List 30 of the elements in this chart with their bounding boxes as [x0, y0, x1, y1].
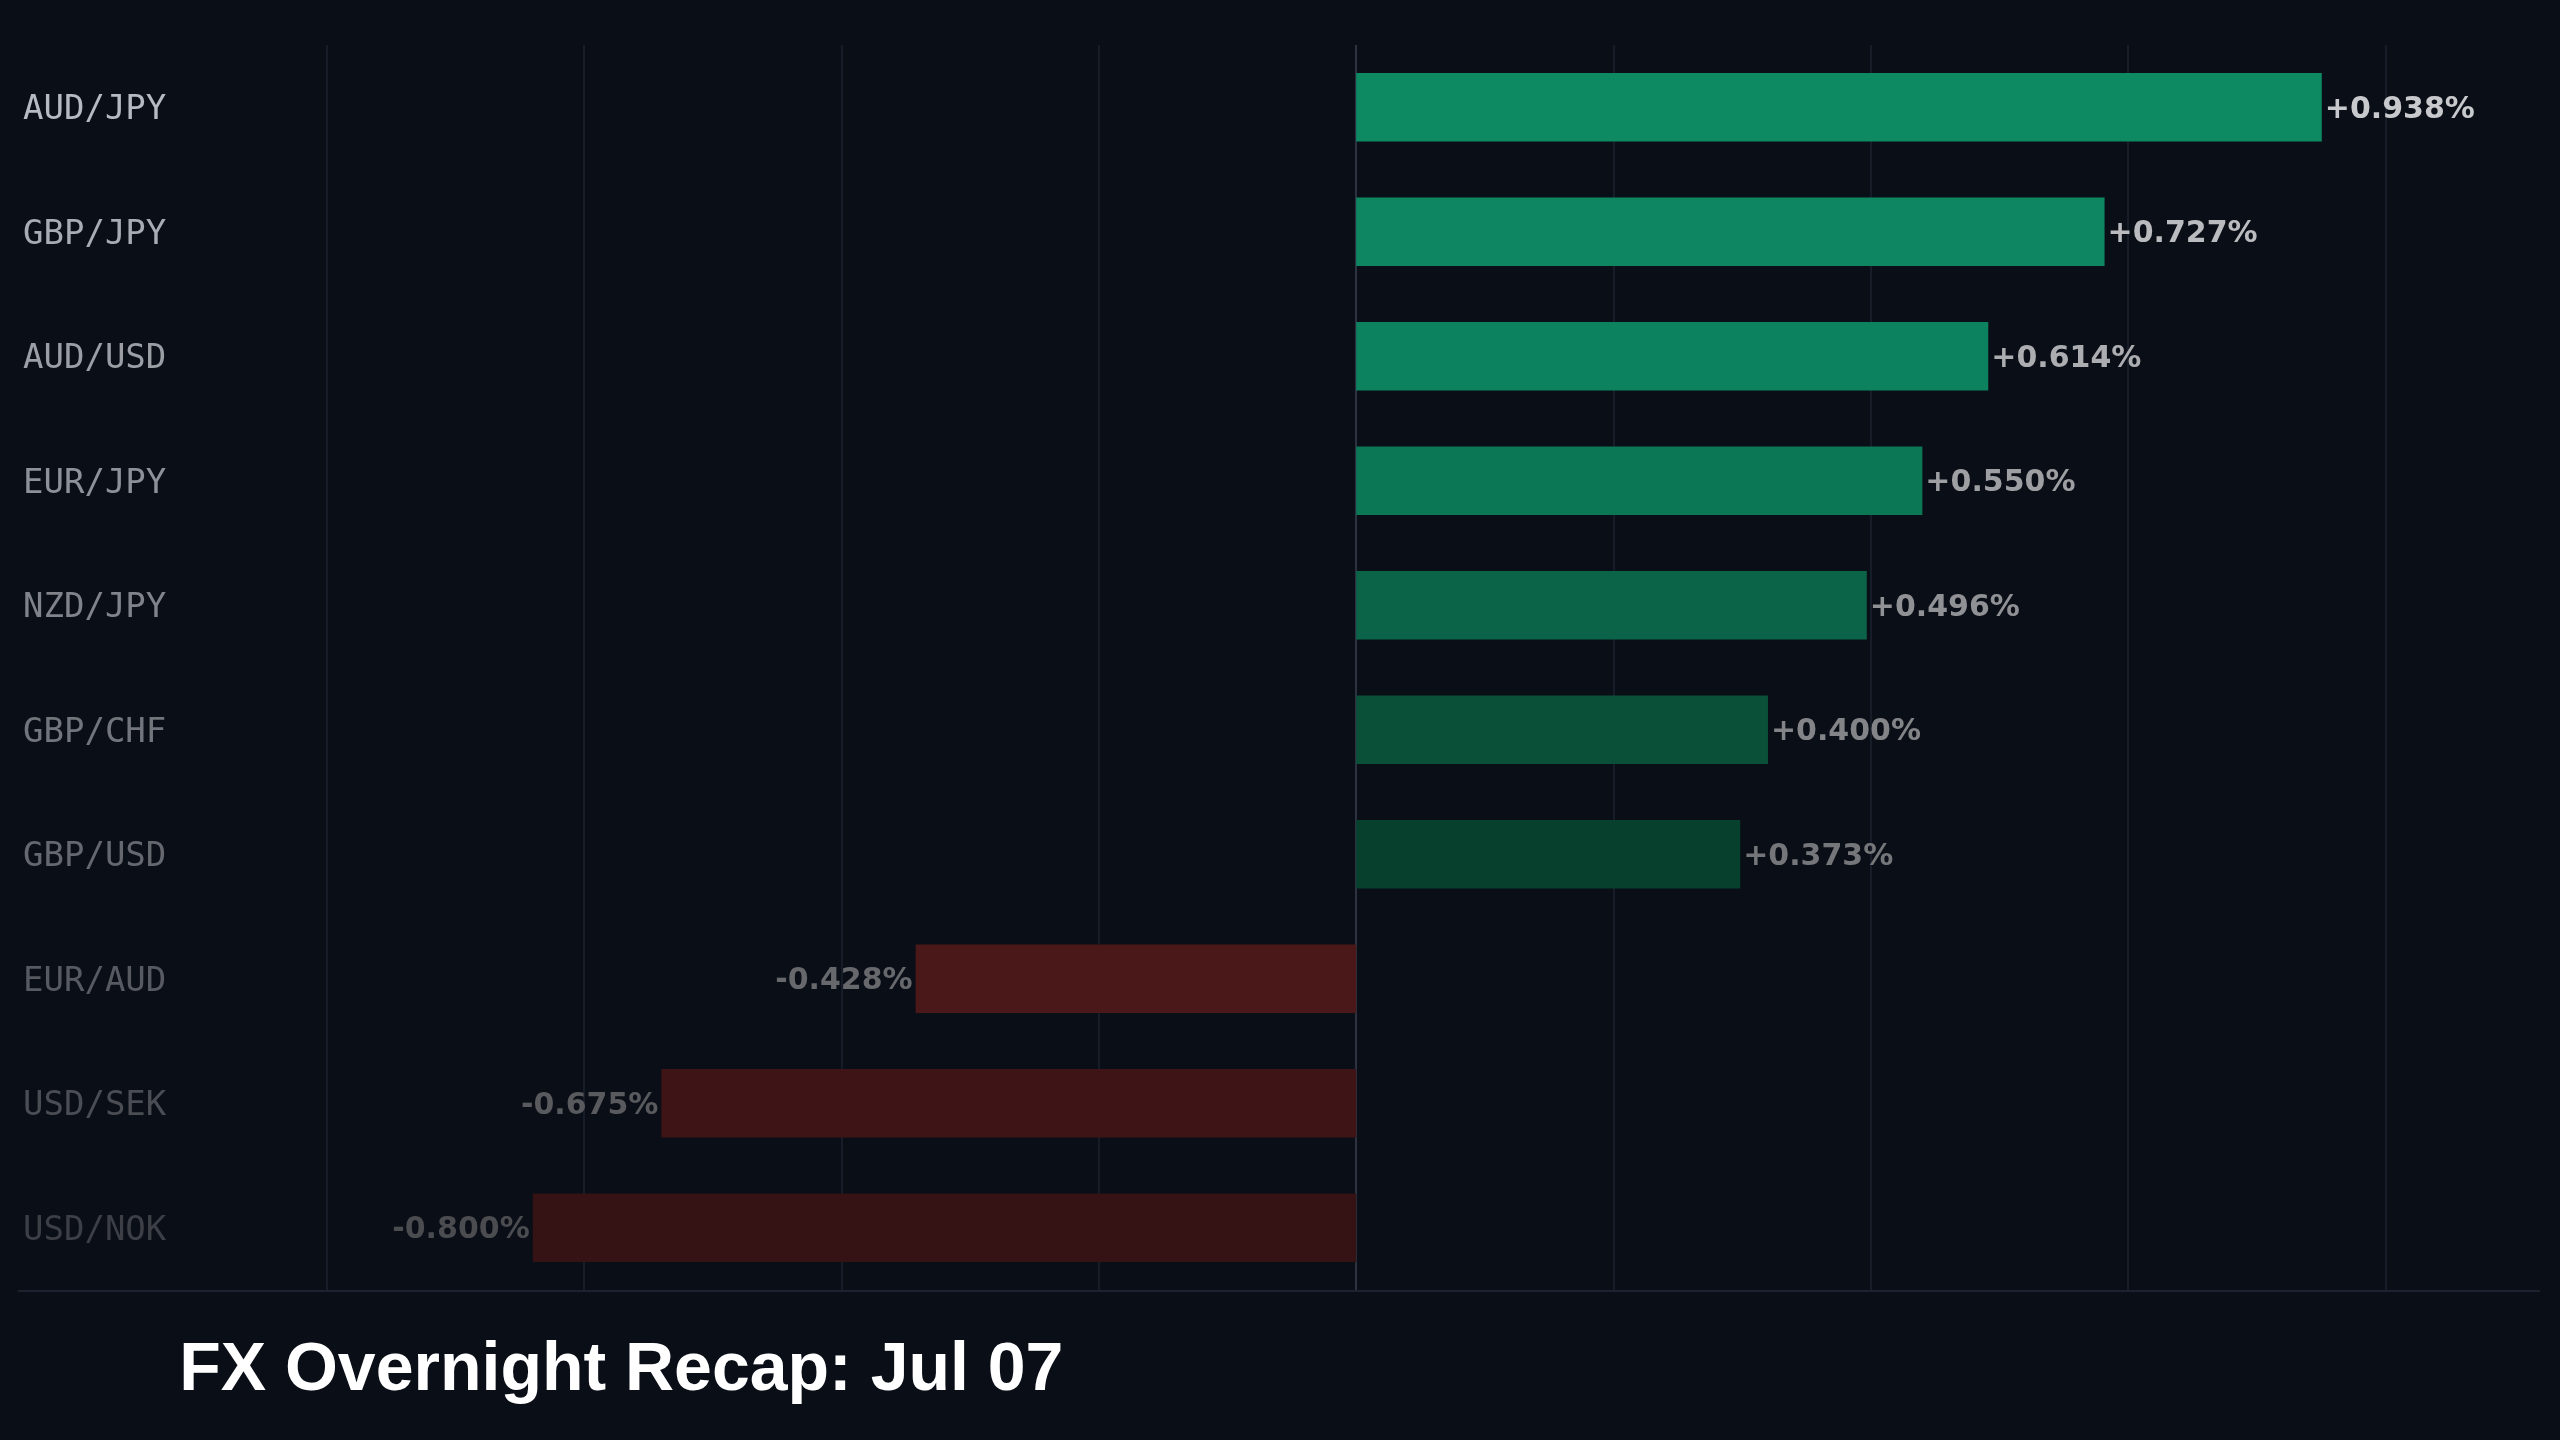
data-label: +0.614%: [1991, 338, 2142, 374]
bar: [1356, 197, 2105, 266]
bar: [1356, 695, 1768, 764]
y-tick-label: GBP/JPY: [23, 211, 167, 252]
data-label: -0.675%: [520, 1085, 659, 1121]
y-tick-label: USD/SEK: [23, 1083, 167, 1124]
bar: [1356, 571, 1867, 640]
data-label: +0.400%: [1770, 712, 1922, 748]
data-label: -0.428%: [775, 961, 913, 997]
data-label: +0.550%: [1925, 463, 2076, 499]
bar: [1356, 73, 2322, 142]
bar: [661, 1069, 1357, 1138]
y-tick-label: GBP/CHF: [23, 709, 167, 750]
data-label: +0.496%: [1869, 587, 2020, 623]
data-label: -0.800%: [392, 1210, 530, 1246]
y-tick-label: AUD/JPY: [23, 87, 167, 128]
y-tick-label: EUR/AUD: [23, 958, 167, 999]
y-tick-label: AUD/USD: [23, 336, 167, 377]
data-label: +0.938%: [2324, 89, 2475, 125]
y-tick-label: GBP/USD: [23, 834, 167, 875]
data-label: +0.373%: [1743, 836, 1894, 872]
text: FX Overnight Recap: Jul 07: [179, 1327, 1064, 1404]
y-tick-label: EUR/JPY: [23, 460, 167, 501]
data-label: +0.727%: [2107, 214, 2258, 250]
bar: [915, 944, 1357, 1013]
bar: [1356, 446, 1923, 515]
bar: [1356, 820, 1741, 889]
bar: [1356, 322, 1989, 391]
y-tick-label: NZD/JPY: [23, 585, 167, 626]
bar: [532, 1193, 1357, 1262]
